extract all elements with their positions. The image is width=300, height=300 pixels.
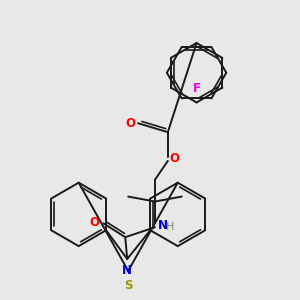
Text: O: O bbox=[89, 216, 100, 229]
Text: H: H bbox=[166, 222, 174, 232]
Text: N: N bbox=[158, 219, 168, 232]
Text: O: O bbox=[125, 117, 135, 130]
Text: O: O bbox=[170, 152, 180, 165]
Text: S: S bbox=[124, 279, 133, 292]
Text: N: N bbox=[122, 264, 132, 277]
Text: F: F bbox=[193, 82, 201, 94]
